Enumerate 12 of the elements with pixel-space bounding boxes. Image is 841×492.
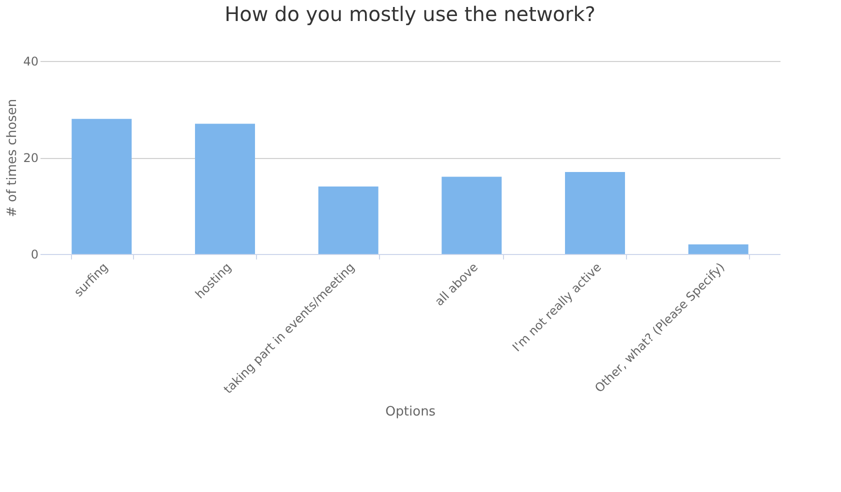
bar (318, 186, 378, 254)
y-tick-label: 40 (23, 54, 38, 68)
bar (565, 172, 625, 254)
bar (195, 124, 255, 254)
y-tick-label: 0 (30, 248, 38, 262)
chart-title: How do you mostly use the network? (224, 2, 596, 26)
x-axis-title: Options (385, 404, 436, 420)
bar (72, 118, 132, 254)
y-axis-title: # of times chosen (5, 98, 20, 218)
bar (442, 176, 502, 254)
y-tick-label: 20 (23, 151, 38, 165)
bar (688, 244, 748, 254)
